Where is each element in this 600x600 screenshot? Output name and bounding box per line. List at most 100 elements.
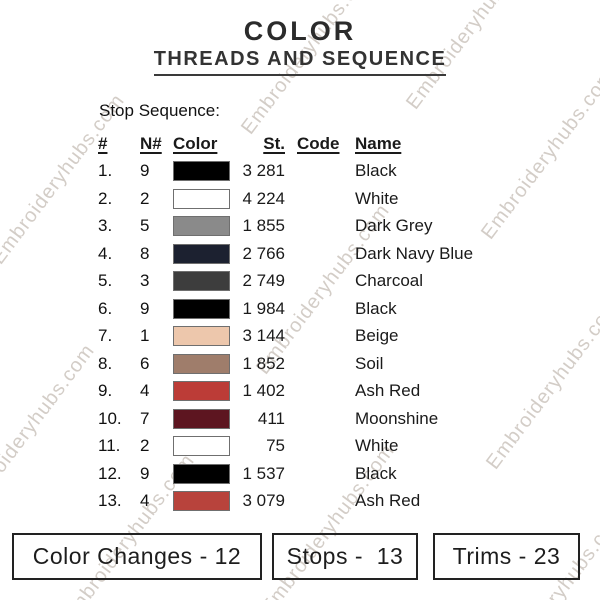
row-number: 8.	[98, 353, 113, 373]
row-name: Ash Red	[355, 381, 421, 401]
row-stitches: 411	[257, 408, 285, 428]
color-swatch-cell	[173, 408, 235, 429]
row-needle: 9	[140, 161, 150, 181]
row-number: 5.	[98, 271, 113, 291]
row-name: Soil	[355, 353, 384, 373]
row-name: White	[355, 436, 399, 456]
color-swatch	[173, 161, 230, 182]
row-needle: 9	[140, 463, 150, 483]
row-stitches: 2 766	[242, 243, 285, 263]
row-stitches: 1 402	[242, 381, 285, 401]
row-needle: 9	[140, 298, 150, 318]
column-header-color: Color	[173, 132, 235, 156]
color-swatch-cell	[173, 353, 235, 374]
color-changes-box: Color Changes - 12	[12, 533, 262, 580]
stop-sequence-label: Stop Sequence:	[99, 101, 220, 120]
color-swatch	[173, 381, 230, 402]
color-swatch-cell	[173, 491, 235, 512]
color-swatch	[173, 188, 230, 209]
row-name: Ash Red	[355, 491, 421, 511]
row-stitches: 3 079	[242, 491, 285, 511]
color-swatch-cell	[173, 216, 235, 237]
column-header-color-label: Color	[173, 133, 218, 153]
row-needle: 3	[140, 271, 150, 291]
color-swatch	[173, 326, 230, 347]
row-needle: 2	[140, 188, 150, 208]
color-swatch-cell	[173, 463, 235, 484]
row-name: Dark Grey	[355, 216, 433, 236]
row-number: 11.	[98, 436, 121, 456]
row-name: White	[355, 188, 399, 208]
row-number: 6.	[98, 298, 113, 318]
page-header: COLOR THREADS AND SEQUENCE	[0, 0, 600, 76]
stops-box: Stops - 13	[272, 533, 418, 580]
row-stitches: 1 984	[242, 298, 285, 318]
column-header-stitches-label: St.	[263, 133, 285, 153]
row-needle: 6	[140, 353, 150, 373]
trims-box: Trims - 23	[433, 533, 580, 580]
page-title: COLOR	[243, 16, 357, 46]
row-stitches: 75	[266, 436, 285, 456]
color-swatch-cell	[173, 298, 235, 319]
row-number: 4.	[98, 243, 113, 263]
row-name: Beige	[355, 326, 399, 346]
column-header-code-label: Code	[297, 133, 340, 153]
row-number: 10.	[98, 408, 122, 428]
row-name: Black	[355, 161, 397, 181]
row-needle: 1	[140, 326, 150, 346]
row-needle: 5	[140, 216, 150, 236]
column-header-stitches: St.	[235, 132, 285, 156]
color-swatch	[173, 436, 230, 457]
row-needle: 4	[140, 381, 150, 401]
color-swatch-cell	[173, 436, 235, 457]
color-swatch-cell	[173, 326, 235, 347]
color-swatch	[173, 491, 230, 512]
row-number: 12.	[98, 463, 122, 483]
row-name: Moonshine	[355, 408, 439, 428]
color-swatch	[173, 216, 230, 237]
row-stitches: 1 537	[242, 463, 285, 483]
row-needle: 2	[140, 436, 150, 456]
row-stitches: 3 281	[242, 161, 285, 181]
color-swatch-cell	[173, 243, 235, 264]
color-swatch-cell	[173, 381, 235, 402]
row-stitches: 1 852	[242, 353, 285, 373]
column-header-num-label: #	[98, 133, 108, 153]
color-swatch-cell	[173, 188, 235, 209]
row-name: Charcoal	[355, 271, 424, 291]
header-underline	[154, 74, 446, 76]
color-swatch	[173, 298, 230, 319]
row-stitches: 2 749	[242, 271, 285, 291]
row-name: Black	[355, 463, 397, 483]
row-stitches: 4 224	[242, 188, 285, 208]
row-number: 13.	[98, 491, 122, 511]
row-number: 3.	[98, 216, 113, 236]
column-header-needle: N#	[140, 132, 173, 156]
row-name: Black	[355, 298, 397, 318]
color-swatch-cell	[173, 161, 235, 182]
color-swatch	[173, 243, 230, 264]
column-header-name-label: Name	[355, 133, 402, 153]
thread-table: # N# Color St. Code Name 1. 9 3 281 Blac…	[98, 130, 528, 515]
color-swatch-cell	[173, 271, 235, 292]
column-header-code: Code	[285, 132, 348, 156]
column-header-needle-label: N#	[140, 133, 162, 153]
row-number: 9.	[98, 381, 113, 401]
column-header-num: #	[98, 132, 140, 156]
row-needle: 7	[140, 408, 150, 428]
column-header-name: Name	[348, 132, 528, 156]
row-name: Dark Navy Blue	[355, 243, 474, 263]
row-number: 7.	[98, 326, 113, 346]
row-needle: 4	[140, 491, 150, 511]
row-stitches: 3 144	[242, 326, 285, 346]
row-stitches: 1 855	[242, 216, 285, 236]
color-swatch	[173, 353, 230, 374]
color-swatch	[173, 408, 230, 429]
row-number: 2.	[98, 188, 113, 208]
row-number: 1.	[98, 161, 113, 181]
color-swatch	[173, 463, 230, 484]
row-needle: 8	[140, 243, 150, 263]
color-swatch	[173, 271, 230, 292]
page-subtitle: THREADS AND SEQUENCE	[153, 48, 447, 70]
